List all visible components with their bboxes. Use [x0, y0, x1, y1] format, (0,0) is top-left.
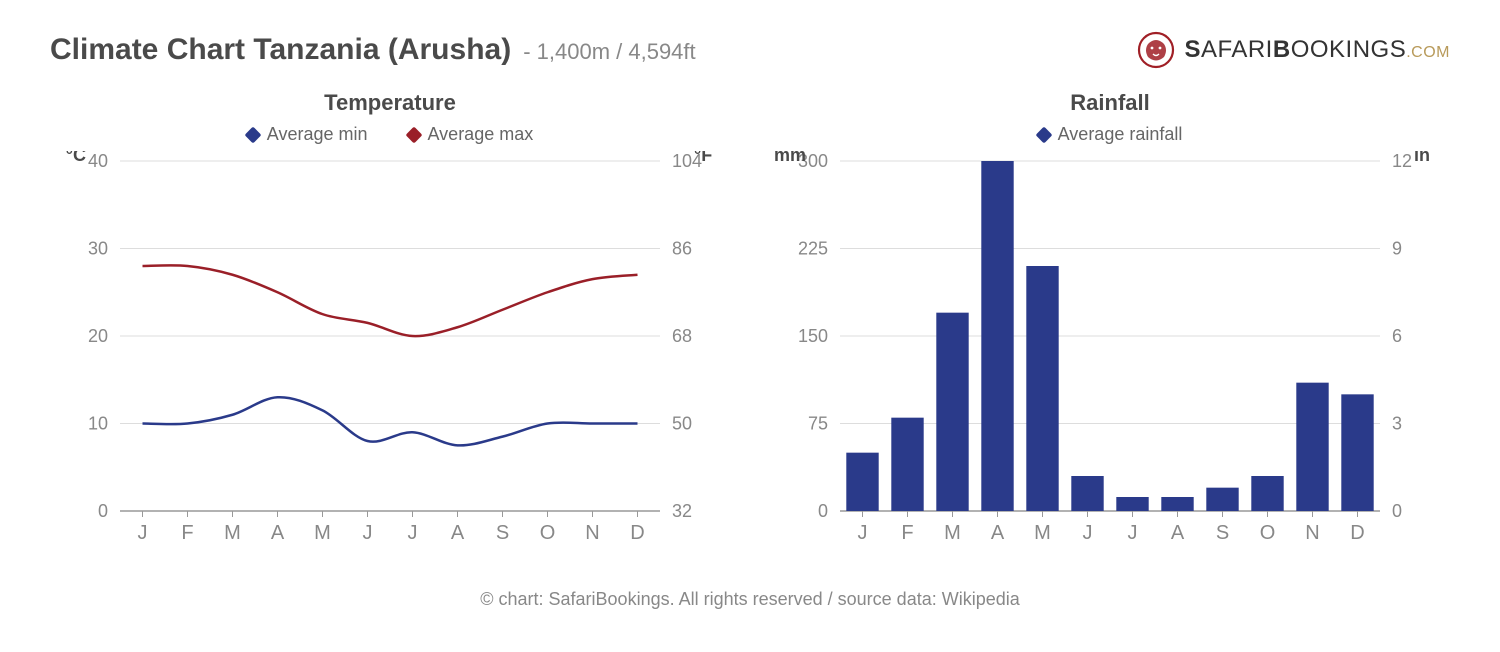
svg-text:M: M: [224, 522, 241, 544]
svg-text:A: A: [1171, 522, 1185, 544]
svg-text:N: N: [585, 522, 599, 544]
svg-text:32: 32: [672, 501, 692, 521]
legend-marker: [244, 126, 261, 143]
page-title: Climate Chart Tanzania (Arusha): [50, 33, 511, 67]
svg-text:20: 20: [88, 326, 108, 346]
temperature-title: Temperature: [50, 90, 730, 116]
footer-credit: © chart: SafariBookings. All rights rese…: [0, 589, 1500, 610]
svg-text:68: 68: [672, 326, 692, 346]
rainfall-chart: 007531506225930012mminJFMAMJJASOND: [770, 151, 1450, 561]
svg-text:D: D: [630, 522, 644, 544]
svg-text:J: J: [138, 522, 148, 544]
legend-marker: [1035, 126, 1052, 143]
logo-afari: AFARI: [1201, 36, 1273, 63]
svg-text:M: M: [944, 522, 961, 544]
page-subtitle: - 1,400m / 4,594ft: [523, 39, 695, 65]
svg-text:J: J: [408, 522, 418, 544]
svg-text:J: J: [363, 522, 373, 544]
svg-text:S: S: [496, 522, 509, 544]
svg-text:mm: mm: [774, 151, 806, 165]
logo-ookings: OOKINGS: [1291, 36, 1407, 63]
legend-label: Average min: [267, 124, 368, 145]
svg-text:M: M: [1034, 522, 1051, 544]
svg-text:12: 12: [1392, 151, 1412, 171]
svg-text:40: 40: [88, 151, 108, 171]
svg-text:A: A: [271, 522, 285, 544]
logo-com: .COM: [1406, 44, 1450, 61]
legend-item: Average min: [247, 124, 368, 145]
svg-text:J: J: [858, 522, 868, 544]
svg-text:86: 86: [672, 239, 692, 259]
legend-marker: [405, 126, 422, 143]
legend-label: Average max: [428, 124, 534, 145]
svg-text:9: 9: [1392, 239, 1402, 259]
legend-label: Average rainfall: [1058, 124, 1183, 145]
svg-text:0: 0: [1392, 501, 1402, 521]
rainfall-legend: Average rainfall: [770, 124, 1450, 145]
svg-text:D: D: [1350, 522, 1364, 544]
svg-text:50: 50: [672, 414, 692, 434]
svg-text:in: in: [1414, 151, 1430, 165]
svg-text:°C: °C: [66, 151, 86, 165]
title-wrap: Climate Chart Tanzania (Arusha) - 1,400m…: [50, 33, 696, 67]
svg-text:10: 10: [88, 414, 108, 434]
svg-text:O: O: [540, 522, 556, 544]
temperature-chart: 03210502068308640104°C°FJFMAMJJASOND: [50, 151, 730, 561]
svg-text:3: 3: [1392, 414, 1402, 434]
logo-text: SAFARIBOOKINGS.COM: [1184, 36, 1450, 64]
svg-text:75: 75: [808, 414, 828, 434]
lion-icon: [1136, 30, 1176, 70]
svg-text:150: 150: [798, 326, 828, 346]
header: Climate Chart Tanzania (Arusha) - 1,400m…: [0, 0, 1500, 80]
rainfall-panel: Rainfall Average rainfall 00753150622593…: [770, 90, 1450, 561]
svg-text:F: F: [181, 522, 193, 544]
legend-item: Average rainfall: [1038, 124, 1183, 145]
svg-text:O: O: [1260, 522, 1276, 544]
legend-item: Average max: [408, 124, 534, 145]
logo-b: B: [1273, 36, 1291, 63]
temperature-panel: Temperature Average min Average max 0 32 10…: [50, 90, 730, 561]
svg-text:30: 30: [88, 239, 108, 259]
charts-row: Temperature Average min Average max 0 32 10…: [0, 90, 1500, 561]
svg-text:225: 225: [798, 239, 828, 259]
brand-logo: SAFARIBOOKINGS.COM: [1136, 30, 1450, 70]
svg-text:N: N: [1305, 522, 1319, 544]
svg-text:°F: °F: [694, 151, 712, 165]
svg-text:J: J: [1128, 522, 1138, 544]
svg-text:S: S: [1216, 522, 1229, 544]
svg-text:0: 0: [98, 501, 108, 521]
temperature-legend: Average min Average max: [50, 124, 730, 145]
svg-text:0: 0: [818, 501, 828, 521]
rainfall-title: Rainfall: [770, 90, 1450, 116]
svg-text:A: A: [991, 522, 1005, 544]
svg-text:F: F: [901, 522, 913, 544]
logo-s: S: [1184, 36, 1201, 63]
svg-text:A: A: [451, 522, 465, 544]
svg-text:M: M: [314, 522, 331, 544]
svg-text:6: 6: [1392, 326, 1402, 346]
svg-text:J: J: [1083, 522, 1093, 544]
